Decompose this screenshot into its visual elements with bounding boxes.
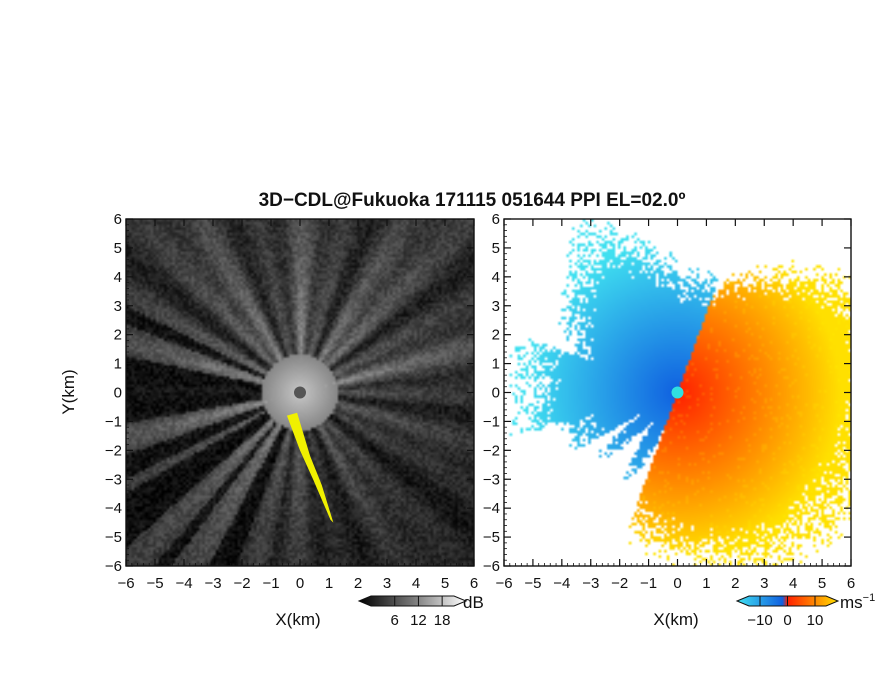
y-tick-label: 4: [114, 269, 122, 286]
radar-site: [671, 386, 684, 399]
x-tick-label: 2: [354, 575, 362, 592]
colorbar-tick-label: 0: [783, 612, 791, 629]
x-tick-label: −2: [611, 575, 628, 592]
colorbar-tick-label: −10: [747, 612, 772, 629]
y-tick-label: −4: [483, 500, 500, 517]
x-tick-label: −2: [233, 575, 250, 592]
y-tick-label: −6: [483, 558, 500, 575]
radar-site: [294, 386, 306, 399]
velocity-panel: −6 −5 −4 −3 −2 −1 0 1 2 3 4 5 6 6 5 4 3 2 1 0 −1 −2 −3 −4 −5 −6: [483, 211, 855, 592]
x-tick-label: 1: [702, 575, 710, 592]
x-tick-label: −4: [175, 575, 192, 592]
x-tick-label: −4: [553, 575, 570, 592]
colorbar-tick-label: 10: [807, 612, 824, 629]
y-tick-label: −4: [105, 500, 122, 517]
x-tick-label: −3: [204, 575, 221, 592]
x-axis-label-left: X(km): [275, 610, 320, 629]
y-tick-label: 1: [114, 356, 122, 373]
x-tick-label: 2: [731, 575, 739, 592]
reflectivity-colorbar: 6 12 18: [357, 595, 468, 629]
y-tick-label: 2: [492, 327, 500, 344]
colorbar-unit-db: dB: [463, 593, 484, 612]
x-tick-label: −1: [262, 575, 279, 592]
reflectivity-panel: −6 −5 −4 −3 −2 −1 0 1 2 3 4 5 6 6 5 4 3 2 1 0 −1 −2 −3 −4 −5 −6: [105, 211, 478, 592]
x-tick-label: 6: [847, 575, 855, 592]
y-tick-label: −3: [483, 471, 500, 488]
y-tick-label: −1: [483, 413, 500, 430]
y-tick-label: −2: [483, 442, 500, 459]
y-tick-label: 0: [492, 385, 500, 402]
y-tick-label: 4: [492, 269, 500, 286]
x-tick-label: 5: [441, 575, 449, 592]
y-tick-label: 6: [114, 211, 122, 228]
y-tick-label: 3: [114, 298, 122, 315]
y-tick-label: 2: [114, 327, 122, 344]
y-tick-label: −5: [483, 529, 500, 546]
x-tick-label: 6: [470, 575, 478, 592]
y-tick-label: −3: [105, 471, 122, 488]
y-tick-label: 3: [492, 298, 500, 315]
colorbar-unit-ms: ms−1: [840, 592, 875, 612]
x-tick-label: −5: [524, 575, 541, 592]
x-tick-label: −5: [146, 575, 163, 592]
y-tick-label: 5: [114, 240, 122, 257]
x-tick-label: −6: [495, 575, 512, 592]
chart-title: 3D−CDL@Fukuoka 171115 051644 PPI EL=02.0…: [259, 190, 686, 211]
y-axis-label: Y(km): [59, 369, 78, 414]
x-tick-label: 1: [325, 575, 333, 592]
y-tick-label: −6: [105, 558, 122, 575]
x-tick-label: −6: [117, 575, 134, 592]
colorbar-tick-label: 18: [434, 612, 451, 629]
colorbar-tick-label: 6: [391, 612, 399, 629]
y-tick-label: −1: [105, 413, 122, 430]
x-tick-label: 0: [296, 575, 304, 592]
colorbar-tick-label: 12: [410, 612, 427, 629]
y-tick-label: −5: [105, 529, 122, 546]
y-tick-label: 0: [114, 385, 122, 402]
velocity-colorbar: −10 0 10: [735, 595, 840, 629]
x-tick-label: 4: [412, 575, 420, 592]
x-tick-label: 3: [383, 575, 391, 592]
x-tick-label: 3: [760, 575, 768, 592]
x-tick-label: 4: [789, 575, 797, 592]
y-tick-label: 6: [492, 211, 500, 228]
x-tick-label: −3: [582, 575, 599, 592]
y-tick-label: 1: [492, 356, 500, 373]
x-tick-label: 0: [673, 575, 681, 592]
y-tick-label: −2: [105, 442, 122, 459]
colorbar-strip: [357, 595, 468, 607]
x-tick-label: −1: [640, 575, 657, 592]
x-tick-label: 5: [818, 575, 826, 592]
y-tick-label: 5: [492, 240, 500, 257]
x-axis-label-right: X(km): [653, 610, 698, 629]
highlight-band: [286, 412, 334, 523]
